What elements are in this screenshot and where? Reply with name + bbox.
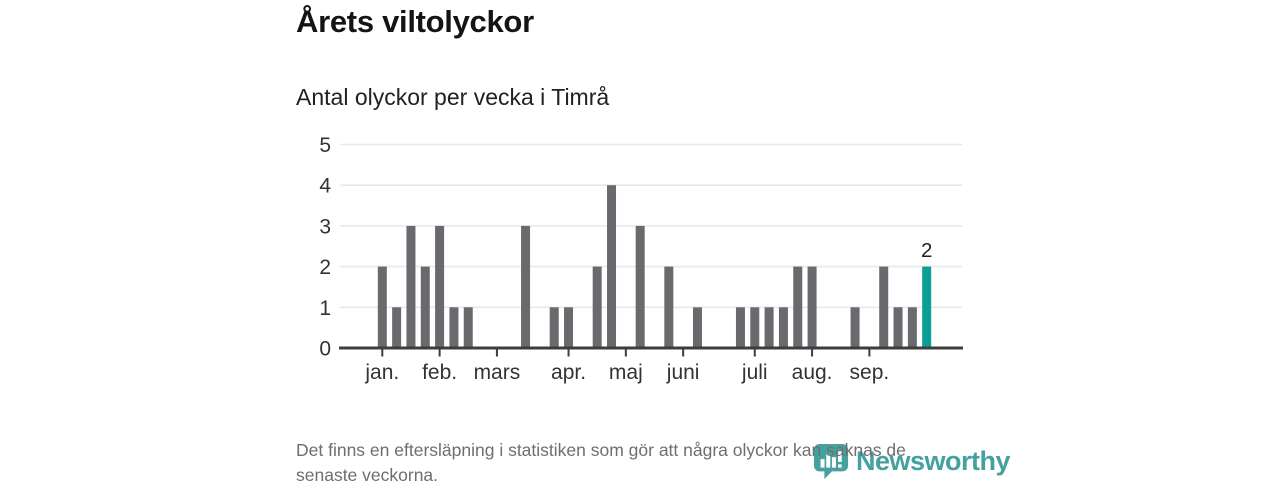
bar: [850, 307, 860, 348]
bar: [392, 307, 402, 348]
y-axis-label: 0: [319, 338, 331, 361]
newsworthy-logo: Newsworthy: [813, 443, 1011, 479]
x-axis-month-label: juni: [666, 361, 700, 384]
bar: [564, 307, 574, 348]
y-axis-label: 4: [319, 175, 331, 198]
footnote-line-1: Det finns en eftersläpning i statistiken…: [296, 440, 906, 460]
bar: [664, 266, 674, 348]
x-axis-month-label: jan.: [364, 361, 399, 384]
bar: [607, 185, 617, 348]
bar: [592, 266, 602, 348]
x-axis-month-label: feb.: [422, 361, 457, 384]
bar: [549, 307, 559, 348]
x-axis-month-label: mars: [474, 361, 521, 384]
bar: [463, 307, 473, 348]
bar-chart-pin-icon: [813, 443, 849, 479]
footnote-line-2: senaste veckorna.: [296, 465, 439, 485]
bar: [907, 307, 917, 348]
bar: [635, 225, 645, 348]
bar: [377, 266, 387, 348]
bar: [435, 225, 445, 348]
x-axis-month-label: sep.: [850, 361, 890, 384]
chart-subtitle: Antal olyckor per vecka i Timrå: [296, 84, 610, 110]
logo-text: Newsworthy: [856, 445, 1011, 476]
bar: [778, 307, 788, 348]
bar: [807, 266, 817, 348]
bar: [692, 307, 702, 348]
x-axis-month-label: aug.: [792, 361, 833, 384]
y-axis-label: 1: [319, 297, 331, 320]
y-axis-label: 3: [319, 215, 331, 238]
y-axis-label: 5: [319, 134, 331, 157]
x-axis-month-label: apr.: [551, 361, 586, 384]
bar: [521, 225, 531, 348]
x-axis-month-label: juli: [741, 361, 768, 384]
bar: [893, 307, 903, 348]
y-axis-label: 2: [319, 256, 331, 279]
bar: [735, 307, 745, 348]
footnote: Det finns en eftersläpning i statistiken…: [296, 438, 986, 488]
x-axis-month-label: maj: [609, 361, 643, 384]
bar: [764, 307, 774, 348]
bar: [449, 307, 459, 348]
page-title: Årets viltolyckor: [296, 4, 534, 39]
last-bar-value-label: 2: [921, 239, 932, 262]
bar: [879, 266, 889, 348]
bar: [420, 266, 430, 348]
bar: [406, 225, 416, 348]
bar: [793, 266, 803, 348]
bar: [750, 307, 760, 348]
highlighted-bar: [922, 266, 932, 348]
